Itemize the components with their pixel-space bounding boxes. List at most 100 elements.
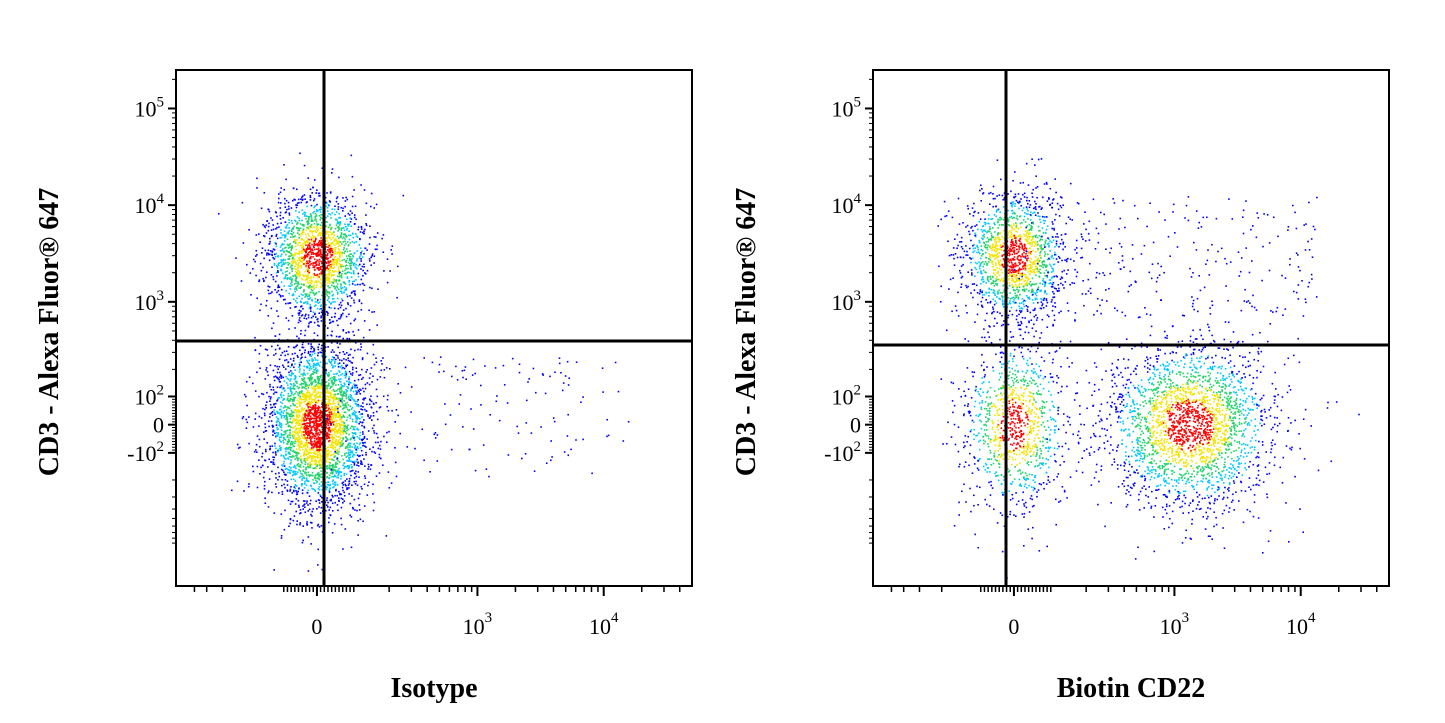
event-dot <box>317 499 320 501</box>
event-dot <box>316 402 319 404</box>
event-dot <box>288 425 291 427</box>
event-dot <box>354 400 357 403</box>
event-dot <box>336 355 339 357</box>
event-dot <box>365 451 367 454</box>
event-dot <box>328 306 331 309</box>
event-dot <box>315 231 317 234</box>
event-dot <box>276 398 279 401</box>
event-dot <box>337 398 339 400</box>
event-dot <box>351 460 353 463</box>
event-dot <box>326 273 329 276</box>
event-dot <box>313 387 316 390</box>
event-dot <box>292 454 294 457</box>
event-dot <box>295 473 298 475</box>
event-dot <box>263 438 265 440</box>
event-dot <box>242 242 245 244</box>
event-dot <box>356 464 358 466</box>
event-dot <box>315 367 317 369</box>
event-dot <box>300 301 302 303</box>
event-dot <box>309 377 312 379</box>
event-dot <box>269 253 271 256</box>
event-dot <box>386 405 388 408</box>
event-dot <box>310 386 313 389</box>
event-dot <box>275 271 278 274</box>
event-dot <box>321 230 323 233</box>
event-dot <box>327 236 330 238</box>
event-dot <box>284 448 287 450</box>
event-dot <box>302 398 305 401</box>
event-dot <box>320 214 322 216</box>
event-dot <box>341 408 344 410</box>
event-dot <box>293 255 295 257</box>
event-dot <box>332 236 334 239</box>
event-dot <box>335 384 337 386</box>
event-dot <box>335 417 337 419</box>
event-dot <box>327 327 329 329</box>
event-dot <box>341 398 343 401</box>
event-dot <box>318 425 321 427</box>
event-dot <box>317 407 320 410</box>
event-dot <box>314 381 317 383</box>
event-dot <box>285 418 287 420</box>
event-dot <box>285 267 288 269</box>
event-dot <box>349 267 352 269</box>
event-dot <box>325 202 328 205</box>
event-dot <box>347 424 349 427</box>
event-dot <box>297 444 300 446</box>
event-dot <box>334 258 336 261</box>
event-dot <box>286 250 288 252</box>
event-dot <box>306 295 309 298</box>
event-dot <box>359 255 361 258</box>
event-dot <box>339 391 342 393</box>
event-dot <box>334 205 336 207</box>
event-dot <box>314 219 316 221</box>
event-dot <box>306 411 309 414</box>
event-dot <box>283 410 286 412</box>
event-dot <box>285 411 288 414</box>
event-dot <box>308 409 310 411</box>
event-dot <box>326 294 329 297</box>
event-dot <box>319 382 321 385</box>
event-dot <box>288 244 291 246</box>
event-dot <box>338 370 340 372</box>
event-dot <box>300 293 303 296</box>
event-dot <box>333 351 335 353</box>
event-dot <box>302 198 304 201</box>
event-dot <box>367 415 369 417</box>
event-dot <box>310 474 312 476</box>
event-dot <box>299 509 302 511</box>
event-dot <box>278 365 281 368</box>
event-dot <box>306 492 309 494</box>
event-dot <box>305 201 308 204</box>
event-dot <box>371 287 373 290</box>
event-dot <box>370 406 373 409</box>
event-dot <box>325 243 327 246</box>
event-dot <box>309 455 312 457</box>
event-dot <box>292 414 295 417</box>
event-dot <box>324 277 327 280</box>
event-dot <box>310 217 313 219</box>
event-dot <box>331 383 334 385</box>
event-dot <box>260 392 263 395</box>
event-dot <box>316 409 319 412</box>
event-dot <box>348 458 351 461</box>
event-dot <box>342 458 344 461</box>
event-dot <box>310 223 313 226</box>
event-dot <box>284 274 287 276</box>
event-dot <box>355 475 358 478</box>
event-dot <box>343 233 345 236</box>
event-dot <box>349 514 351 517</box>
event-dot <box>305 448 308 451</box>
event-dot <box>280 424 283 427</box>
event-dot <box>291 433 293 435</box>
event-dot <box>380 360 382 362</box>
event-dot <box>358 374 360 377</box>
event-dot <box>356 435 359 438</box>
event-dot <box>302 465 305 468</box>
event-dot <box>311 219 313 222</box>
event-dot <box>294 377 297 380</box>
event-dot <box>334 475 336 478</box>
event-dot <box>327 417 329 420</box>
event-dot <box>296 289 298 291</box>
event-dot <box>270 229 273 231</box>
